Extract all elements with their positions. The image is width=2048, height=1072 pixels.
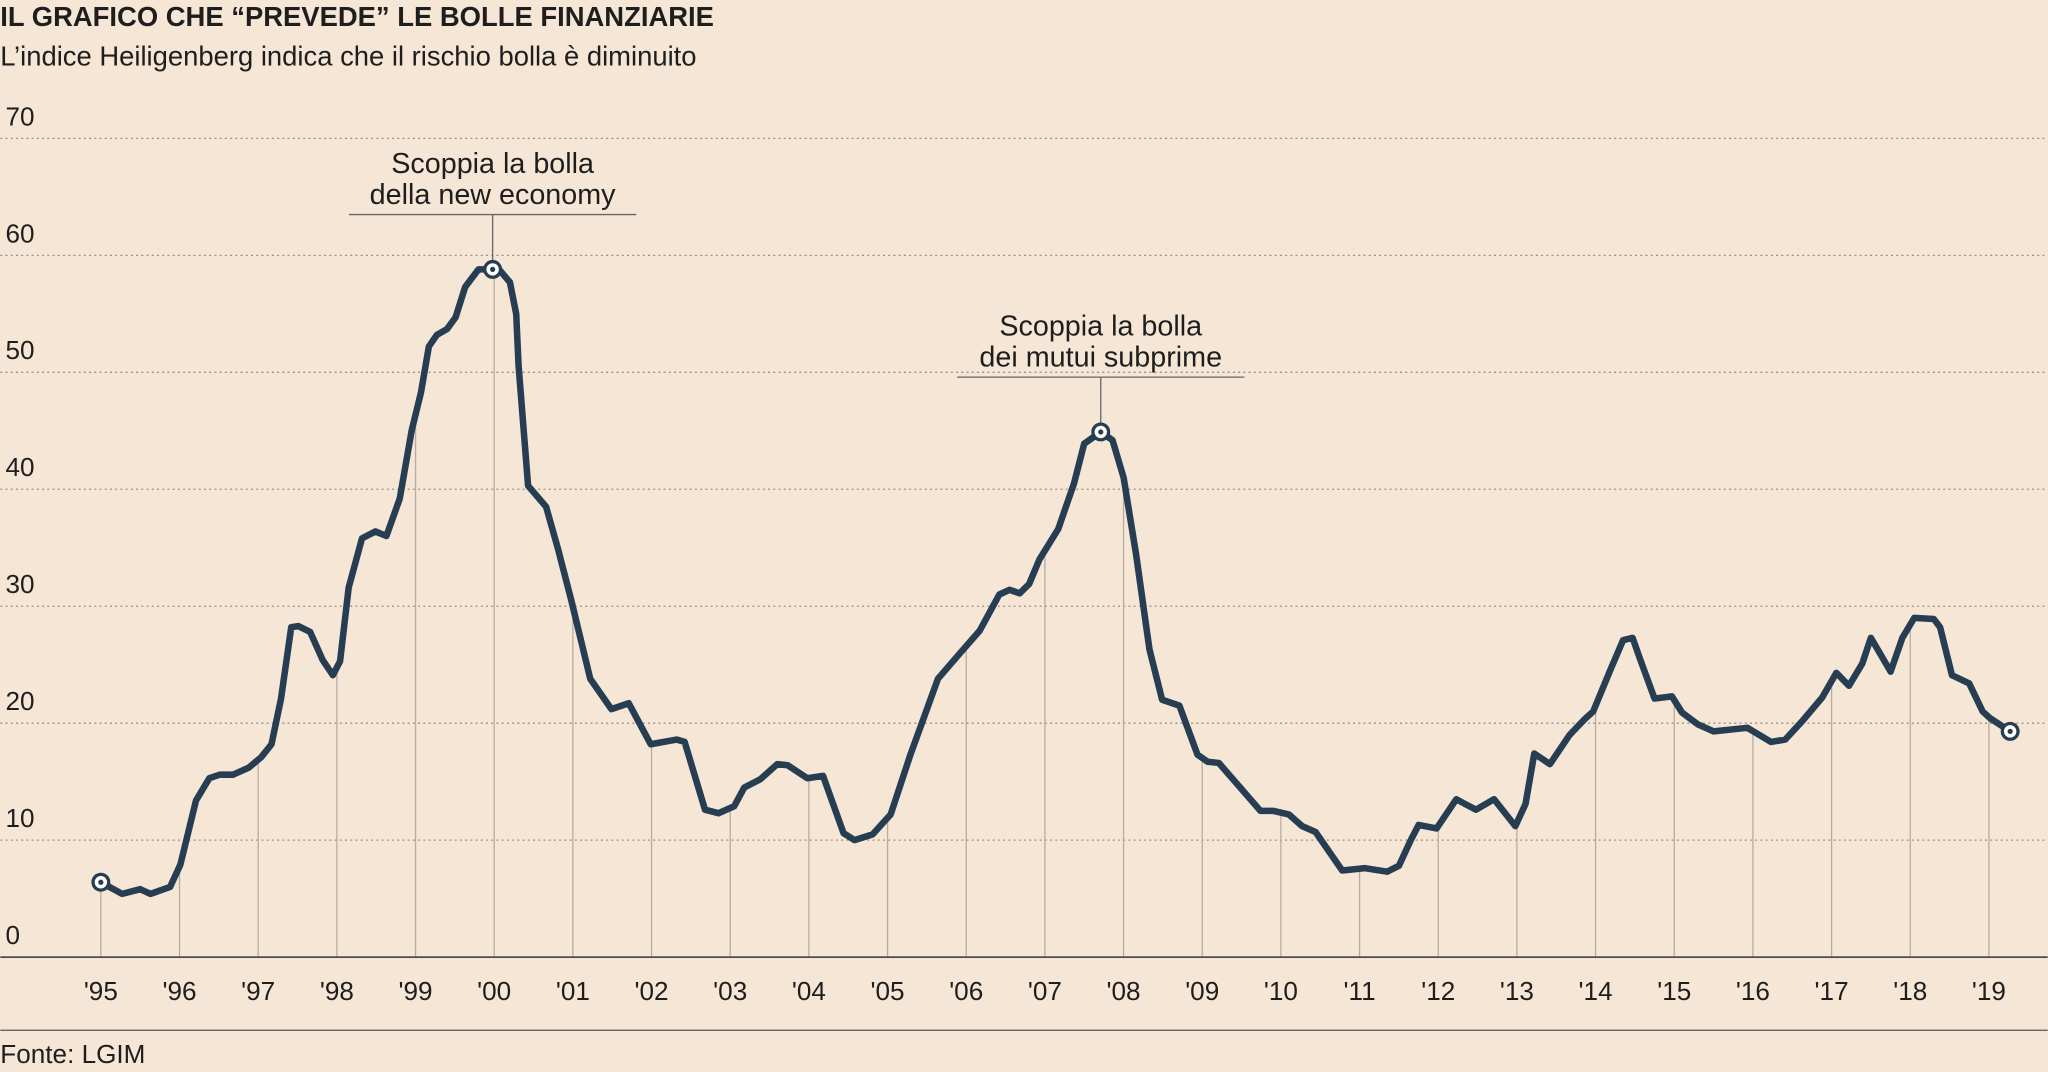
x-tick-label: '13 bbox=[1500, 976, 1534, 1006]
x-tick-label: '08 bbox=[1107, 976, 1141, 1006]
annotation-text: dei mutui subprime bbox=[979, 342, 1222, 374]
source: Fonte: LGIM bbox=[0, 1039, 145, 1069]
x-tick-label: '17 bbox=[1815, 976, 1849, 1006]
x-tick-label: '15 bbox=[1657, 976, 1691, 1006]
x-tick-label: '12 bbox=[1421, 976, 1455, 1006]
x-tick-label: '95 bbox=[84, 976, 118, 1006]
y-tick-label: 20 bbox=[6, 686, 35, 716]
x-tick-label: '11 bbox=[1344, 976, 1376, 1006]
x-tick-label: '19 bbox=[1972, 976, 2006, 1006]
y-tick-label: 60 bbox=[6, 218, 35, 248]
marker-dot bbox=[2007, 728, 2013, 734]
marker-dot bbox=[490, 266, 496, 273]
y-tick-label: 10 bbox=[6, 803, 35, 833]
marker-dot bbox=[1098, 429, 1104, 435]
x-tick-label: '01 bbox=[556, 976, 590, 1006]
x-tick-label: '04 bbox=[792, 976, 826, 1006]
x-tick-label: '03 bbox=[713, 976, 747, 1006]
x-tick-label: '98 bbox=[320, 976, 354, 1006]
x-tick-label: '97 bbox=[241, 976, 275, 1006]
x-tick-label: '05 bbox=[871, 976, 905, 1006]
x-tick-label: '00 bbox=[477, 976, 511, 1006]
y-tick-label: 40 bbox=[6, 452, 35, 482]
x-tick-label: '09 bbox=[1185, 976, 1219, 1006]
x-tick-label: '99 bbox=[399, 976, 433, 1006]
x-tick-label: '18 bbox=[1893, 976, 1927, 1006]
chart-subtitle: L’indice Heiligenberg indica che il risc… bbox=[0, 40, 696, 71]
x-tick-label: '14 bbox=[1579, 976, 1613, 1006]
marker-dot bbox=[98, 879, 104, 885]
x-tick-label: '10 bbox=[1264, 976, 1298, 1006]
data-line bbox=[97, 266, 2014, 898]
x-tick-label: '07 bbox=[1028, 976, 1062, 1006]
annotation-text: della new economy bbox=[370, 179, 616, 211]
annotation-text: Scoppia la bolla bbox=[999, 310, 1202, 342]
x-tick-label: '16 bbox=[1736, 976, 1770, 1006]
annotation-text: Scoppia la bolla bbox=[391, 148, 594, 180]
x-tick-label: '02 bbox=[635, 976, 669, 1006]
chart-title: IL GRAFICO CHE “PREVEDE” LE BOLLE FINANZ… bbox=[0, 1, 714, 32]
y-tick-label: 30 bbox=[6, 569, 35, 599]
x-tick-label: '06 bbox=[949, 976, 983, 1006]
y-tick-label: 0 bbox=[6, 920, 21, 950]
x-tick-label: '96 bbox=[163, 976, 197, 1006]
y-tick-label: 50 bbox=[6, 335, 35, 365]
y-tick-label: 70 bbox=[6, 101, 35, 131]
